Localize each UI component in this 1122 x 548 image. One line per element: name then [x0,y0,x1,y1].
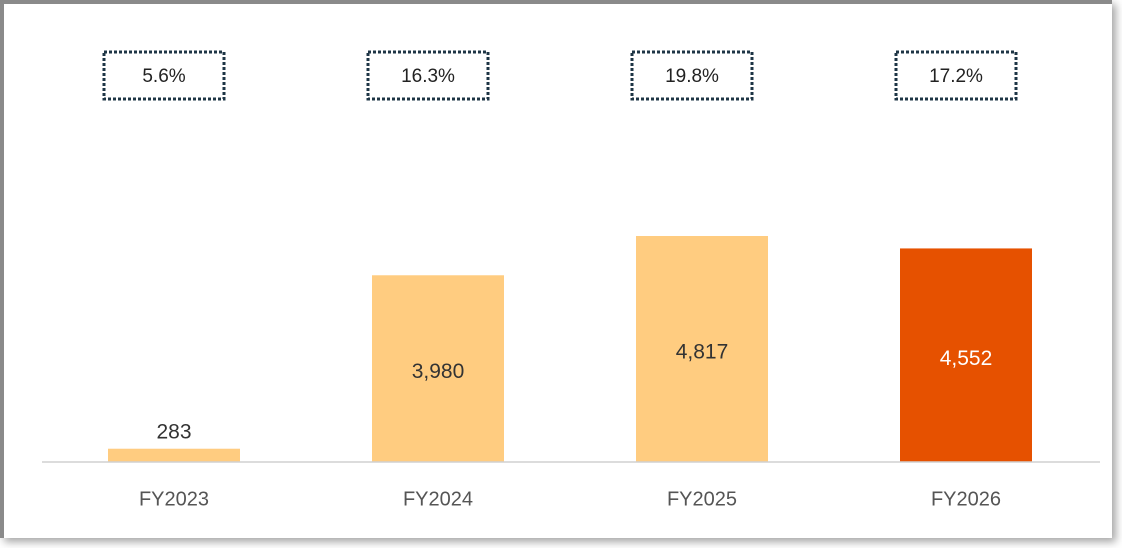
annotation-box [894,50,1018,101]
annotation-label: 5.6% [142,66,185,87]
value-label: 4,552 [940,347,993,370]
x-tick-label: FY2023 [139,488,209,510]
annotation-box [366,50,490,101]
x-tick-label: FY2026 [931,488,1001,510]
annotation-box [630,50,754,101]
bar [636,236,768,462]
value-label: 4,817 [676,341,729,364]
annotation-label: 17.2% [929,66,983,87]
bar [108,448,240,462]
x-tick-label: FY2025 [667,488,737,510]
annotation-label: 19.8% [665,66,719,87]
annotation-box [102,50,226,101]
value-label: 283 [156,420,191,443]
value-label: 3,980 [412,360,465,383]
annotation-label: 16.3% [401,66,455,87]
bar [900,248,1032,462]
bar [372,275,504,462]
x-tick-label: FY2024 [403,488,473,510]
